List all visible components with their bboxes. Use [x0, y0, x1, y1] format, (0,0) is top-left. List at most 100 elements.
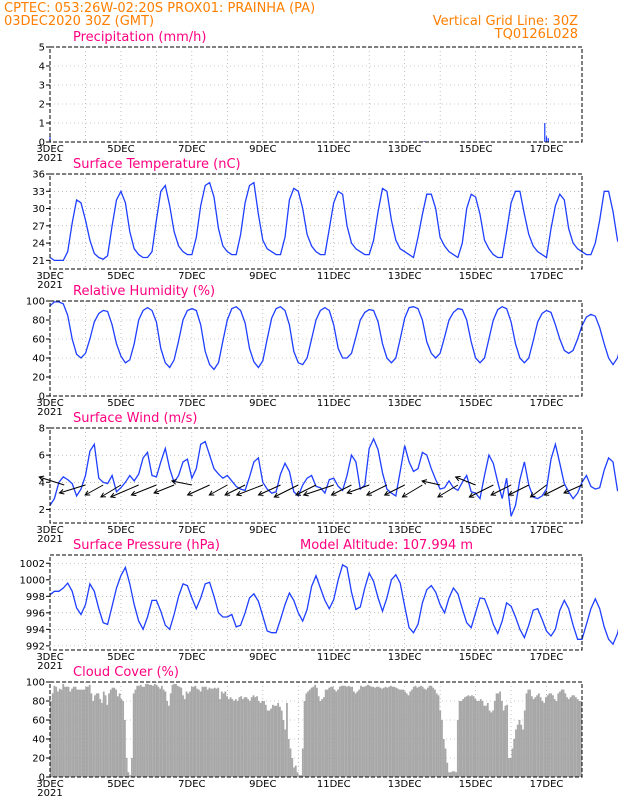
rh-y-tick-label: 80 [32, 316, 45, 327]
cloud-bar [263, 701, 265, 777]
wind-arrow-shaft [274, 484, 299, 498]
cloud-bar [136, 685, 139, 777]
temp-x-tick-label: 7DEC [178, 271, 205, 282]
rh-y-ticks: 0 20 40 60 80 100 [26, 297, 50, 403]
cloud-bar [183, 699, 186, 777]
cloud-bar [358, 689, 361, 777]
cloud-bar [381, 688, 383, 777]
cloud-bar [160, 685, 163, 777]
precip-bars [49, 123, 549, 142]
panel-cloud: Cloud Cover (%) 0 20 40 60 80 100 3DEC 5DEC 7DE… [26, 665, 583, 799]
cloud-bar [508, 758, 510, 777]
wind-arrow-head [99, 492, 106, 498]
cloud-bar [375, 686, 378, 777]
cloud-bar [270, 708, 273, 777]
cloud-bar [321, 699, 324, 777]
cloud-bar [580, 701, 583, 777]
wind-arrow-head [454, 475, 461, 482]
cloud-bar [256, 696, 258, 777]
cloud-bar [152, 685, 154, 777]
cloud-bar [205, 686, 207, 777]
panel-pres: Surface Pressure (hPa) Model Altitude: 1… [20, 538, 618, 672]
cloud-bar [101, 702, 103, 777]
cloud-bar [425, 689, 428, 777]
rh-x-tick-label: 13DEC [388, 398, 422, 409]
cloud-bar [485, 705, 487, 777]
cloud-bar [131, 758, 133, 777]
cloud-bar [331, 686, 334, 777]
wind-arrow-head [330, 490, 337, 496]
cloud-y-tick-label: 40 [32, 735, 45, 746]
cloud-bar [552, 695, 554, 777]
cloud-bar [363, 686, 366, 777]
wind-arrow-shaft [508, 484, 530, 496]
cloud-bar [502, 710, 505, 777]
wind-y-ticks: 2 4 6 8 [39, 424, 50, 516]
wind-arrow-head [235, 490, 242, 497]
cloud-bar [219, 699, 221, 777]
wind-arrow-head [346, 488, 353, 495]
wind-y-tick-label: 6 [39, 451, 45, 462]
cloud-bar [60, 689, 63, 777]
cloud-bar [567, 699, 570, 777]
cloud-bar [326, 689, 329, 777]
rh-x-tick-label: 3DEC [36, 398, 63, 409]
wind-x-tick-clipped: 2021 [37, 534, 62, 545]
wind-arrow-head [365, 490, 372, 496]
cloud-bar [523, 710, 526, 777]
wind-arrow-shaft [236, 484, 263, 496]
cloud-bar [104, 695, 107, 777]
cloud-bar [298, 775, 301, 777]
precip-x-tick-label: 5DEC [107, 144, 134, 155]
cloud-bar [115, 689, 117, 777]
cloud-bar [458, 701, 461, 777]
cloud-bar [94, 695, 96, 777]
cloud-x-tick-label: 5DEC [107, 779, 134, 790]
precip-frame [49, 46, 583, 143]
cloud-bar [227, 699, 230, 777]
cloud-bar [367, 684, 369, 777]
cloud-bar [430, 685, 433, 777]
cloud-bar [162, 689, 165, 777]
cloud-bar [250, 697, 253, 777]
pres-y-tick-label: 1000 [20, 575, 45, 586]
cloud-bar [520, 724, 523, 777]
wind-x-tick-label: 3DEC [36, 525, 63, 536]
wind-arrow-shaft [384, 484, 405, 496]
rh-grid [50, 300, 582, 397]
cloud-bar [416, 687, 419, 777]
temp-x-tick-label: 13DEC [388, 271, 422, 282]
wind-arrow-head [186, 490, 193, 496]
wind-arrow-head [563, 488, 570, 494]
cloud-bar [51, 693, 54, 777]
rh-x-ticks: 3DEC 5DEC 7DEC 9DEC 11DEC 13DEC 15DEC 17DEC 2021 [36, 398, 563, 418]
cloud-bar [441, 720, 443, 777]
cloud-bar [384, 686, 387, 777]
cloud-bar [335, 691, 338, 777]
cloud-bar [515, 729, 517, 777]
cloud-bar [127, 772, 130, 777]
cloud-bar [67, 686, 70, 777]
cloud-x-tick-label: 3DEC [36, 779, 63, 790]
cloud-bar [351, 686, 354, 777]
cloud-title: Cloud Cover (%) [73, 665, 179, 680]
cloud-bar [374, 687, 376, 777]
precip-x-tick-label: 9DEC [249, 144, 276, 155]
cloud-bar [345, 686, 348, 777]
rh-x-tick-label: 15DEC [459, 398, 493, 409]
wind-arrow-head [38, 475, 45, 481]
cloud-bar [291, 758, 294, 777]
precip-x-tick-label: 17DEC [530, 144, 564, 155]
pres-y-tick-label: 994 [26, 625, 45, 636]
cloud-bar [180, 687, 183, 777]
header-grid-line: Vertical Grid Line: 30Z [433, 14, 578, 29]
cloud-bar [134, 689, 137, 777]
wind-y-tick-label: 2 [39, 505, 45, 516]
cloud-bar [525, 693, 528, 777]
cloud-bar [460, 701, 463, 777]
cloud-bar [164, 691, 167, 777]
cloud-bar [102, 691, 105, 777]
cloud-bar [423, 688, 426, 777]
wind-arrow-shaft [347, 484, 370, 494]
wind-grid [50, 427, 582, 523]
